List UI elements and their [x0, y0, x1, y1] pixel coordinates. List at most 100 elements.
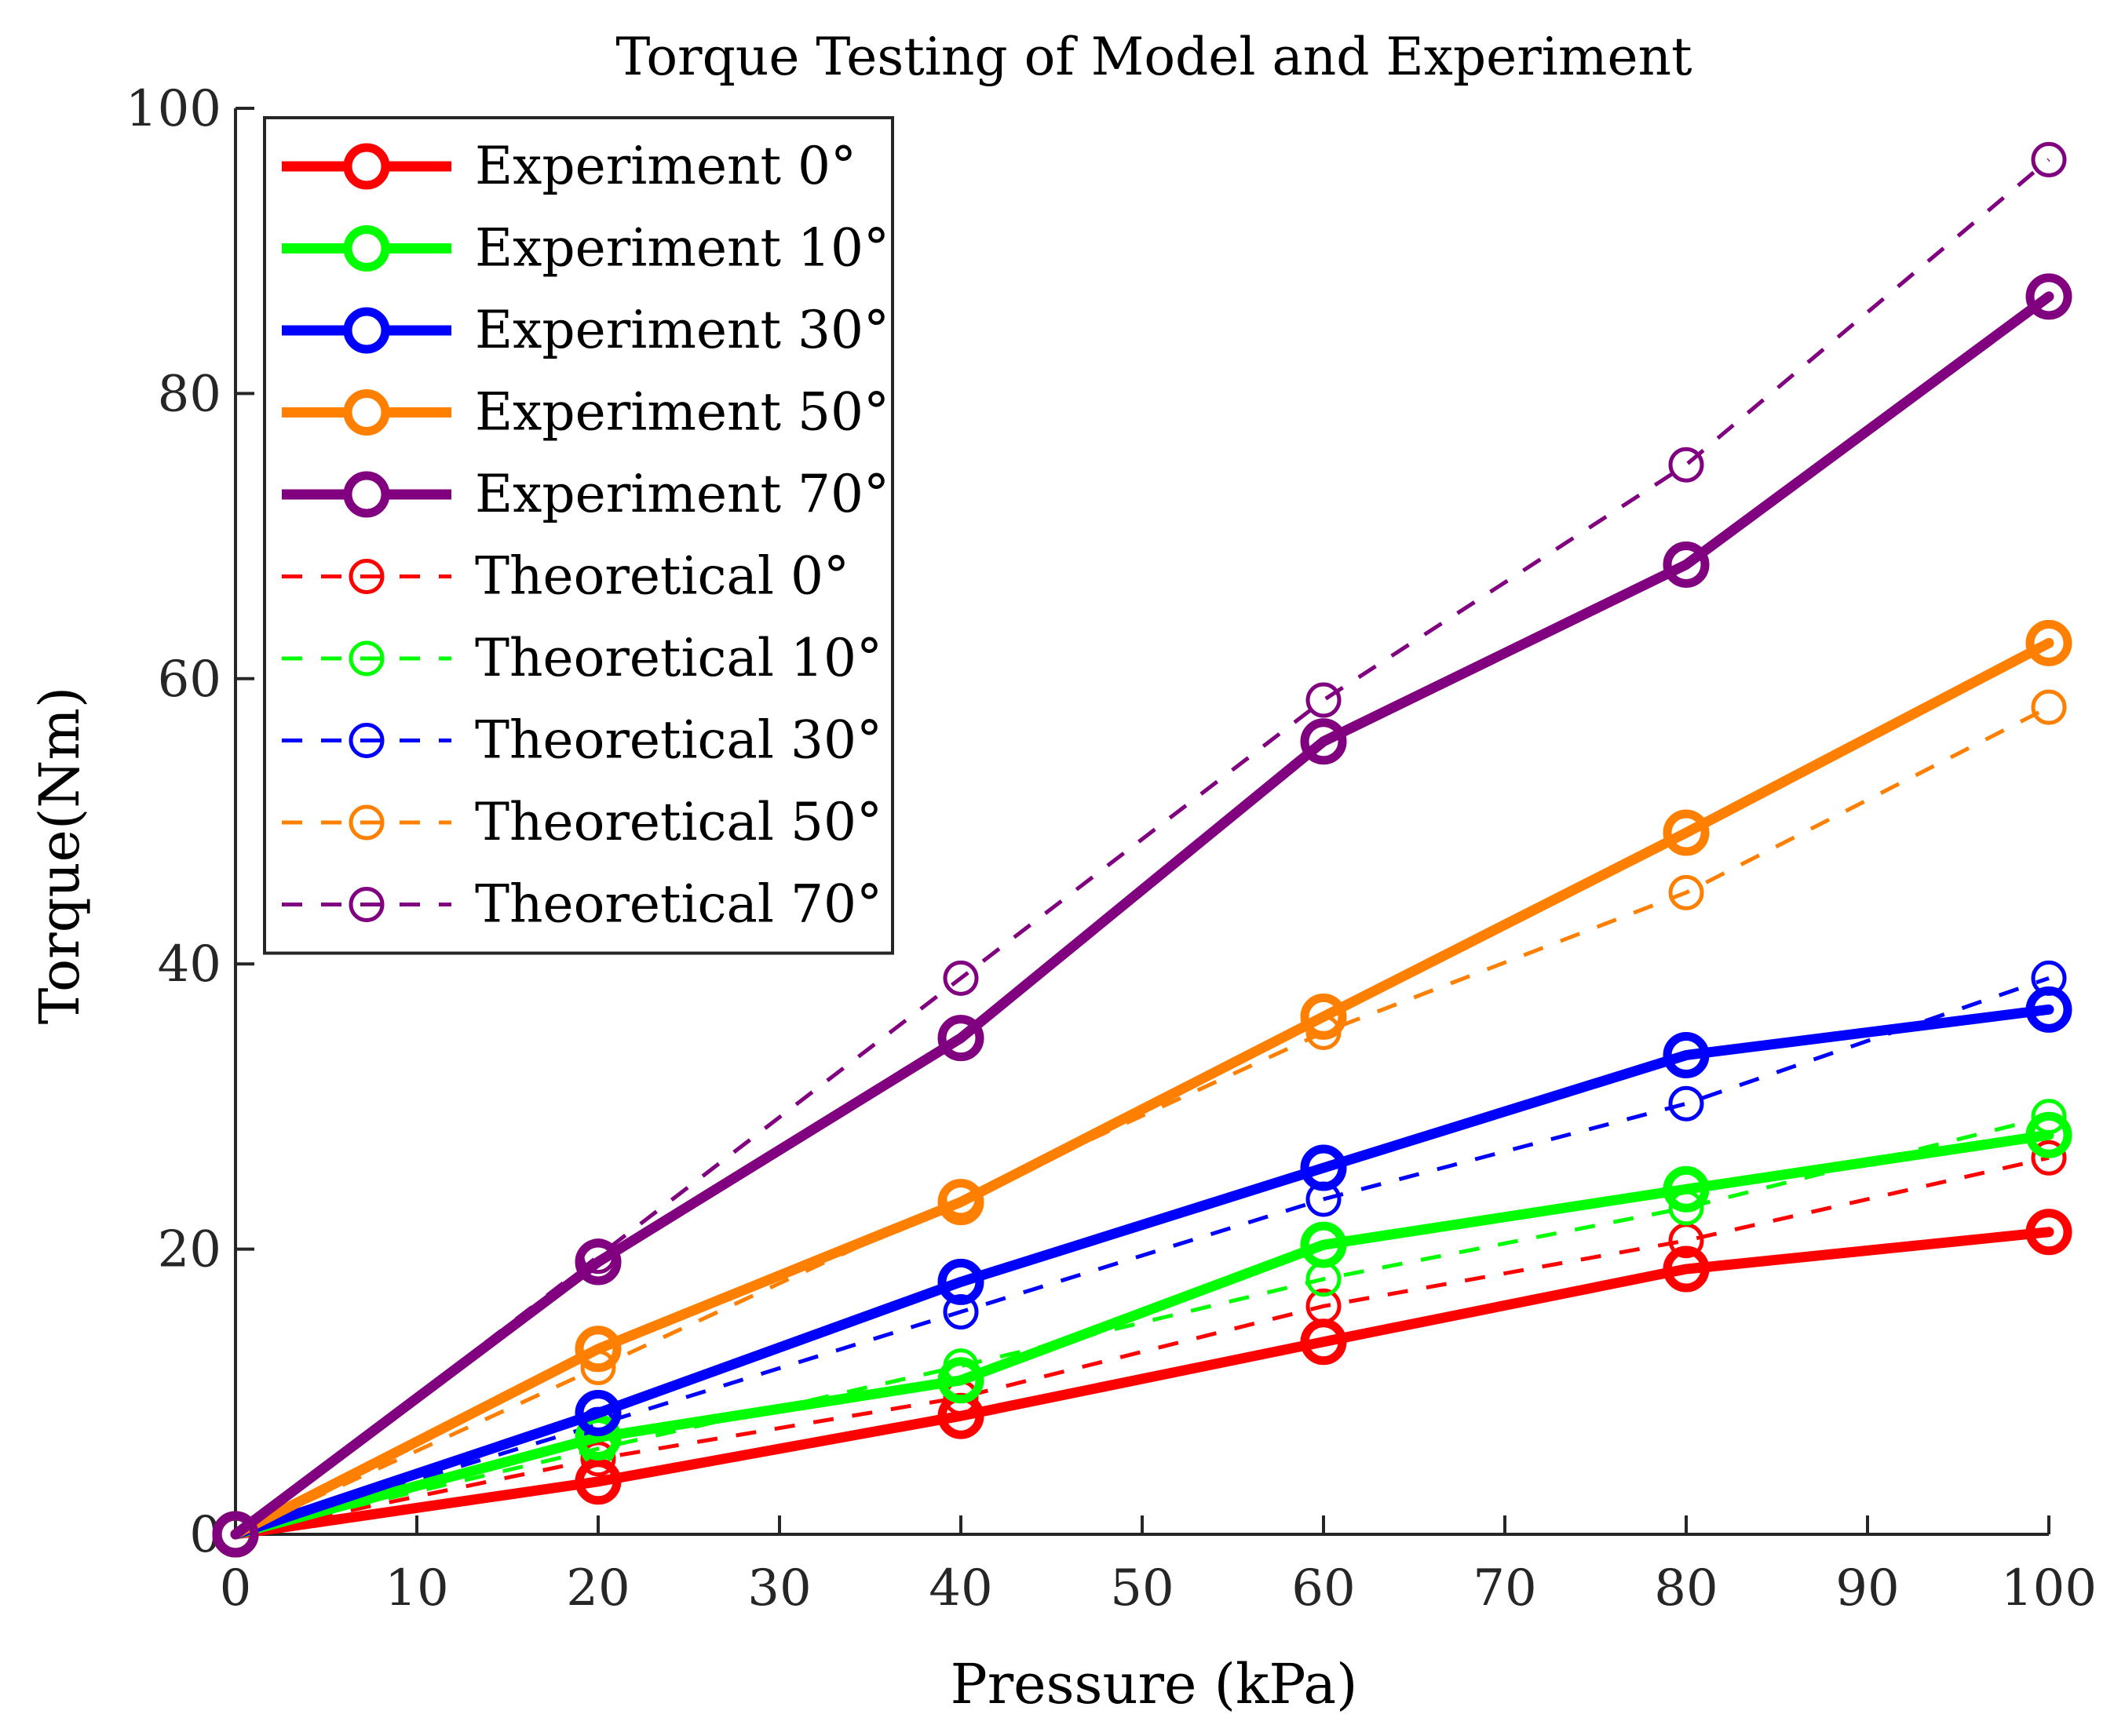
chart-title: Torque Testing of Model and Experiment — [615, 27, 1692, 87]
y-tick-label: 40 — [158, 935, 221, 994]
series-experiment-50deg — [212, 619, 2072, 1558]
legend-marker — [349, 640, 385, 677]
series-line-experiment-0deg — [230, 1227, 2054, 1540]
series-line-experiment-10deg — [230, 1129, 2054, 1540]
y-tick-label: 20 — [158, 1221, 221, 1279]
legend-label: Experiment 0° — [475, 136, 856, 196]
data-point — [212, 1511, 259, 1558]
legend-entry-experiment-0deg: Experiment 0° — [282, 136, 856, 196]
data-point — [1663, 1031, 1710, 1078]
data-point — [1668, 874, 1704, 910]
y-tick-label: 60 — [158, 651, 221, 709]
legend-marker — [349, 887, 385, 922]
legend-entry-experiment-50deg: Experiment 50° — [282, 382, 889, 443]
legend-label: Theoretical 30° — [475, 710, 882, 771]
legend-label: Experiment 50° — [475, 382, 889, 443]
series-experiment-0deg — [212, 1209, 2072, 1558]
legend: Experiment 0° Experiment 10° Experiment 30… — [263, 116, 894, 955]
legend-label: Theoretical 70° — [475, 874, 882, 935]
data-point — [1300, 993, 1347, 1040]
legend-marker — [343, 307, 390, 354]
legend-marker — [349, 559, 385, 594]
data-point — [575, 1326, 622, 1373]
data-point — [2025, 1111, 2072, 1158]
legend-entry-experiment-70deg: Experiment 70° — [282, 464, 889, 524]
series-line-experiment-50deg — [230, 637, 2054, 1540]
y-axis-label: Torque(Nm) — [27, 687, 92, 1024]
data-point — [1663, 809, 1710, 856]
legend-label: Theoretical 0° — [475, 546, 849, 607]
legend-label: Theoretical 10° — [475, 628, 882, 688]
x-tick-label: 0 — [220, 1559, 252, 1617]
series-line-theoretical-50deg — [234, 705, 2050, 1537]
series-experiment-30deg — [212, 986, 2072, 1558]
data-point — [1668, 447, 1704, 483]
y-tick-label: 100 — [126, 80, 221, 138]
legend-marker — [349, 804, 385, 841]
legend-entry-theoretical-10deg: Theoretical 10° — [282, 628, 882, 688]
legend-marker — [349, 723, 385, 758]
data-point — [2031, 141, 2067, 177]
data-point — [1663, 541, 1710, 588]
legend-entry-theoretical-30deg: Theoretical 30° — [282, 710, 882, 771]
data-point — [1300, 1221, 1347, 1268]
data-point — [2025, 273, 2072, 320]
data-point — [575, 1458, 622, 1505]
data-point — [937, 1357, 984, 1404]
data-point — [1300, 1318, 1347, 1366]
data-point — [1305, 682, 1342, 718]
series-line-experiment-70deg — [230, 291, 2054, 1540]
data-point — [937, 1015, 984, 1062]
y-tick-label: 80 — [158, 365, 221, 423]
x-tick-label: 10 — [385, 1559, 448, 1617]
legend-marker — [343, 225, 390, 272]
x-tick-label: 40 — [929, 1559, 992, 1617]
x-tick-label: 50 — [1110, 1559, 1174, 1617]
series-line-theoretical-30deg — [235, 976, 2050, 1537]
legend-marker — [343, 143, 390, 190]
x-axis-label: Pressure (kPa) — [951, 1652, 1358, 1716]
data-point — [937, 1179, 984, 1226]
data-point — [943, 960, 979, 996]
series-line-theoretical-70deg — [234, 158, 2050, 1536]
data-point — [2031, 689, 2067, 725]
x-tick-label: 60 — [1291, 1559, 1355, 1617]
series-layer — [212, 141, 2072, 1558]
data-point — [1663, 1245, 1710, 1293]
legend-label: Experiment 30° — [475, 300, 889, 360]
data-point — [1300, 1144, 1347, 1191]
series-line-theoretical-0deg — [235, 1155, 2050, 1537]
legend-marker — [343, 471, 390, 518]
legend-entry-theoretical-50deg: Theoretical 50° — [282, 792, 882, 852]
data-point — [1668, 1085, 1704, 1121]
legend-label: Experiment 10° — [475, 218, 889, 279]
x-tick-label: 90 — [1835, 1559, 1899, 1617]
legend-entry-theoretical-70deg: Theoretical 70° — [282, 874, 882, 935]
data-point — [580, 1441, 616, 1477]
legend-entry-theoretical-0deg: Theoretical 0° — [282, 546, 849, 607]
x-tick-label: 80 — [1654, 1559, 1718, 1617]
data-point — [1300, 718, 1347, 765]
legend-entry-experiment-30deg: Experiment 30° — [282, 300, 889, 360]
x-tick-label: 30 — [747, 1559, 811, 1617]
legend-label: Theoretical 50° — [475, 792, 882, 852]
data-point — [2025, 1209, 2072, 1256]
series-line-theoretical-10deg — [235, 1114, 2050, 1537]
data-point — [943, 1294, 979, 1330]
data-point — [2025, 619, 2072, 666]
x-tick-label: 100 — [2001, 1559, 2097, 1617]
x-tick-label: 70 — [1473, 1559, 1536, 1617]
legend-marker — [343, 389, 390, 436]
data-point — [575, 1238, 622, 1286]
series-experiment-70deg — [212, 273, 2072, 1558]
data-point — [2031, 1140, 2067, 1176]
series-line-experiment-30deg — [230, 1004, 2054, 1540]
legend-entry-experiment-10deg: Experiment 10° — [282, 218, 889, 279]
data-point — [575, 1390, 622, 1437]
data-point — [937, 1258, 984, 1305]
data-point — [1663, 1165, 1710, 1213]
x-tick-label: 20 — [566, 1559, 630, 1617]
data-point — [2025, 986, 2072, 1033]
